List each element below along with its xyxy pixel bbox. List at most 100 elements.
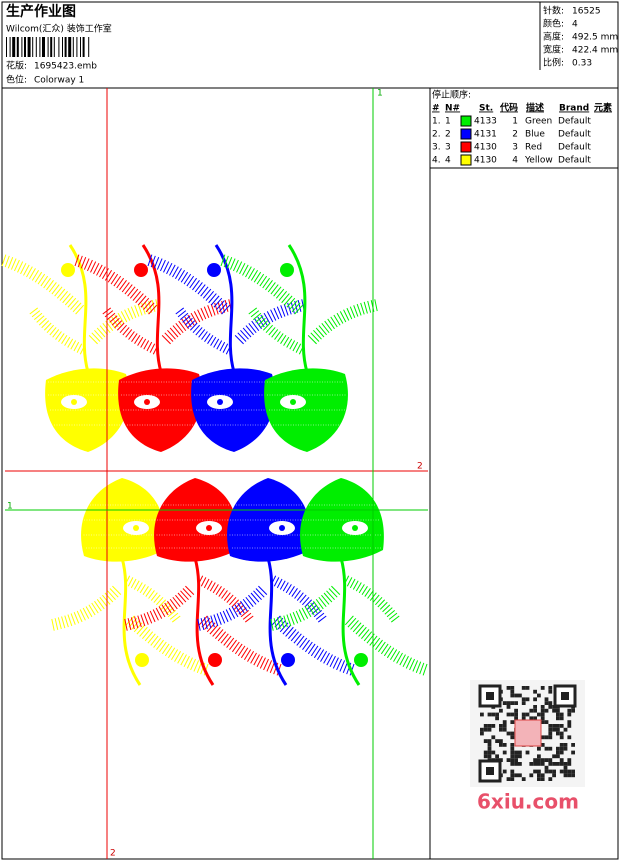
barcode xyxy=(6,37,90,57)
qr-cell xyxy=(563,762,568,766)
qr-cell xyxy=(548,735,553,740)
qr-cell xyxy=(552,769,556,774)
bar-stripe xyxy=(16,37,19,57)
guide-label: 2 xyxy=(110,849,116,859)
qr-cell xyxy=(556,727,560,732)
qr-cell xyxy=(540,735,545,740)
qr-cell xyxy=(556,762,560,766)
qr-cell xyxy=(540,743,545,747)
qr-code xyxy=(470,680,585,787)
qr-cell xyxy=(559,724,564,728)
qr-cell xyxy=(544,697,549,702)
qr-cell xyxy=(495,739,499,743)
qr-cell xyxy=(533,708,537,713)
qr-cell xyxy=(502,701,507,705)
sequence-title: 停止顺序: xyxy=(432,89,471,101)
qr-cell xyxy=(559,762,564,766)
qr-cell xyxy=(559,743,564,747)
qr-cell xyxy=(483,727,488,732)
qr-cell xyxy=(567,708,572,713)
qr-cell xyxy=(567,762,572,766)
qr-cell xyxy=(491,750,496,755)
qr-cell xyxy=(487,727,492,732)
info-value: 0.33 xyxy=(572,59,592,69)
info-value: 4 xyxy=(572,20,578,30)
qr-cell xyxy=(544,758,549,762)
qr-cell xyxy=(480,712,484,717)
qr-cell xyxy=(544,769,549,774)
qr-cell xyxy=(502,724,507,728)
qr-cell xyxy=(537,777,541,781)
colorway-label: 色位: xyxy=(6,74,27,86)
row-description: Blue xyxy=(525,130,545,140)
qr-cell xyxy=(495,754,499,759)
info-label: 颜色: xyxy=(543,18,564,30)
qr-cell xyxy=(510,712,515,717)
qr-cell xyxy=(563,727,568,732)
qr-cell xyxy=(567,720,572,724)
info-label: 高度: xyxy=(543,31,564,43)
qr-cell xyxy=(510,701,515,705)
qr-cell xyxy=(571,743,575,747)
watermark: 6xiu.com xyxy=(477,790,579,814)
qr-cell xyxy=(552,754,556,759)
qr-cell xyxy=(548,777,553,781)
qr-cell xyxy=(521,686,526,690)
qr-cell xyxy=(537,758,541,762)
qr-cell xyxy=(556,746,560,751)
color-swatch xyxy=(460,115,472,127)
qr-cell xyxy=(533,769,537,774)
qr-cell xyxy=(533,716,537,721)
qr-cell xyxy=(521,701,526,705)
row-index: 2. xyxy=(432,130,441,140)
qr-finder xyxy=(486,767,494,775)
qr-cell xyxy=(552,708,556,713)
row-n: 4 xyxy=(445,156,451,166)
qr-cell xyxy=(491,712,496,717)
qr-cell xyxy=(506,686,511,690)
qr-cell xyxy=(510,750,515,755)
info-label: 宽度: xyxy=(543,44,564,56)
info: 针数: 16525 颜色: 4 高度: 492.5 mm 宽度: 422.4 mm 比例: 0.3… xyxy=(543,5,618,69)
qr-cell xyxy=(514,754,518,759)
qr-cell xyxy=(514,701,518,705)
bar-stripe xyxy=(82,37,85,57)
qr-cell xyxy=(559,750,564,755)
colorway: Colorway 1 xyxy=(34,76,84,86)
qr-cell xyxy=(552,727,556,732)
qr-cell xyxy=(487,746,492,751)
bar-stripe xyxy=(50,37,53,57)
column-header: 描述 xyxy=(526,102,544,114)
qr-cell xyxy=(548,769,553,774)
qr-cell xyxy=(514,773,518,778)
row-index: 4. xyxy=(432,156,441,166)
qr-cell xyxy=(540,712,545,717)
guide-label: 1 xyxy=(377,89,383,99)
qr-cell xyxy=(529,762,534,766)
info-value: 492.5 mm xyxy=(572,33,618,43)
qr-cell xyxy=(487,724,492,728)
qr-cell xyxy=(510,735,515,740)
qr-cell xyxy=(525,697,530,702)
qr-cell xyxy=(518,693,522,698)
bar-stripe xyxy=(35,37,37,57)
qr-cell xyxy=(514,712,518,717)
qr-cell xyxy=(487,712,492,717)
qr-cell xyxy=(556,716,560,721)
qr-cell xyxy=(548,689,553,694)
qr-cell xyxy=(510,743,515,747)
qr-cell xyxy=(563,773,568,778)
bar-stripe xyxy=(42,37,45,57)
column-header: St. xyxy=(479,104,493,114)
qr-cell xyxy=(521,712,526,717)
qr-cell xyxy=(521,697,526,702)
bar-stripe xyxy=(64,37,67,57)
qr-cell xyxy=(506,705,511,709)
qr-cell xyxy=(571,750,575,755)
qr-cell xyxy=(502,743,507,747)
info-value: 422.4 mm xyxy=(572,46,618,56)
qr-cell xyxy=(559,712,564,717)
qr-cell xyxy=(559,735,564,740)
qr-cell xyxy=(540,762,545,766)
